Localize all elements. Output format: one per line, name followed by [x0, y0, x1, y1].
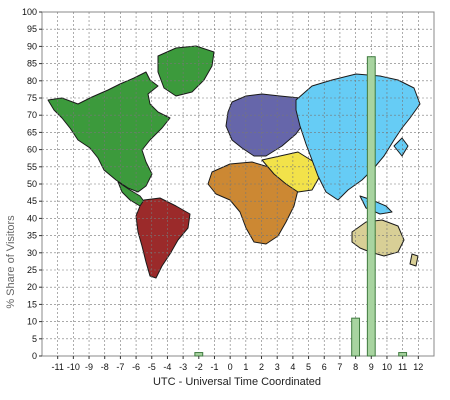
- x-axis-title: UTC - Universal Time Coordinated: [153, 376, 321, 388]
- x-tick-label: -5: [148, 362, 156, 372]
- x-tick-label: 11: [398, 362, 407, 372]
- y-axis-ticks: 0 5 10 15 20 25 30 35 40 45 50 55 60 65 70 75 80 85 90 95 10…: [22, 7, 42, 361]
- map-australia: [351, 219, 405, 257]
- x-tick-label: 7: [337, 362, 342, 372]
- x-tick-label: -10: [67, 362, 80, 372]
- x-tick-label: -3: [179, 362, 187, 372]
- map-north-america: [47, 71, 171, 193]
- world-map: [47, 45, 421, 279]
- x-tick-label: 5: [306, 362, 311, 372]
- map-europe: [225, 93, 311, 157]
- y-tick-label: 10: [27, 317, 37, 327]
- x-tick-label: 8: [353, 362, 358, 372]
- y-tick-label: 95: [27, 24, 37, 34]
- y-tick-label: 90: [27, 41, 37, 51]
- map-middle-east: [261, 151, 321, 193]
- x-tick-label: 12: [413, 362, 423, 372]
- grid: [42, 12, 434, 356]
- x-tick-label: 6: [322, 362, 327, 372]
- y-tick-label: 50: [27, 179, 37, 189]
- x-tick-label: 4: [290, 362, 295, 372]
- y-tick-label: 0: [32, 351, 37, 361]
- x-tick-label: 1: [243, 362, 248, 372]
- y-tick-label: 60: [27, 145, 37, 155]
- y-tick-label: 55: [27, 162, 37, 172]
- y-tick-label: 15: [27, 299, 37, 309]
- map-new-zealand: [409, 253, 419, 267]
- x-tick-label: 2: [259, 362, 264, 372]
- map-japan: [393, 137, 409, 157]
- y-tick-label: 70: [27, 110, 37, 120]
- y-axis-title: % Share of Visitors: [5, 215, 17, 309]
- x-tick-label: -4: [163, 362, 171, 372]
- bar-utc-8: [351, 317, 361, 357]
- x-tick-label: -1: [210, 362, 218, 372]
- x-axis-ticks: -11 -10 -9 -8 -7 -6 -5 -4 -3 -2 -1 0 1 2 3 4 5 6 7 8 9 10 11 12: [52, 356, 423, 372]
- y-tick-label: 30: [27, 248, 37, 258]
- x-tick-label: -2: [195, 362, 203, 372]
- y-tick-label: 25: [27, 265, 37, 275]
- x-tick-label: 0: [228, 362, 233, 372]
- y-tick-label: 80: [27, 76, 37, 86]
- y-tick-label: 85: [27, 59, 37, 69]
- x-tick-label: 10: [382, 362, 392, 372]
- map-greenland: [157, 45, 215, 97]
- y-tick-label: 100: [22, 7, 37, 17]
- y-tick-label: 45: [27, 196, 37, 206]
- y-tick-label: 20: [27, 282, 37, 292]
- map-africa: [207, 161, 299, 245]
- bar-utc-11: [398, 352, 408, 357]
- bar-utc-9: [366, 56, 376, 357]
- y-tick-label: 35: [27, 231, 37, 241]
- x-tick-label: -6: [132, 362, 140, 372]
- x-tick-label: -7: [116, 362, 124, 372]
- bar-utc--2: [194, 352, 204, 357]
- y-tick-label: 75: [27, 93, 37, 103]
- x-tick-label: 9: [369, 362, 374, 372]
- x-tick-label: 3: [275, 362, 280, 372]
- x-tick-label: -8: [101, 362, 109, 372]
- y-tick-label: 5: [32, 334, 37, 344]
- y-tick-label: 40: [27, 213, 37, 223]
- x-tick-label: -11: [52, 362, 64, 372]
- y-tick-label: 65: [27, 127, 37, 137]
- x-tick-label: -9: [85, 362, 93, 372]
